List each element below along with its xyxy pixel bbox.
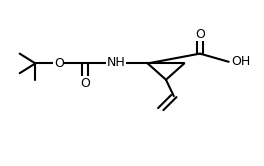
Text: OH: OH bbox=[231, 55, 251, 68]
Text: NH: NH bbox=[107, 56, 126, 69]
Text: O: O bbox=[195, 28, 205, 41]
Text: O: O bbox=[80, 77, 90, 89]
Text: O: O bbox=[54, 57, 64, 70]
